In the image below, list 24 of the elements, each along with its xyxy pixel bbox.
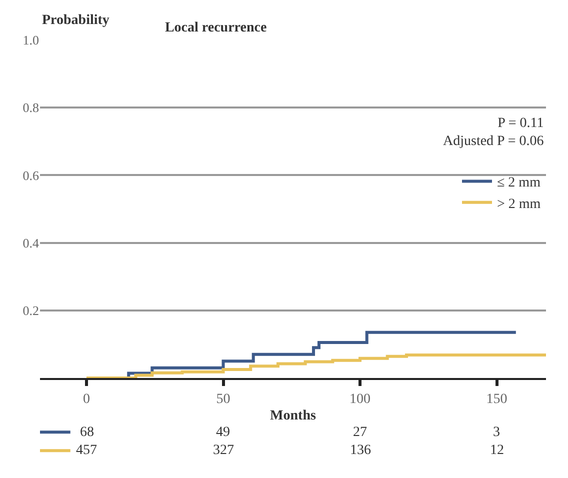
- chart-title: Local recurrence: [164, 20, 267, 36]
- x-tick-label: 100: [350, 392, 371, 407]
- text: 136: [350, 443, 371, 458]
- legend-label: ≤ 2 mm: [497, 176, 541, 191]
- text: 457: [76, 443, 97, 458]
- text: 27: [353, 425, 367, 440]
- text: 327: [213, 443, 234, 458]
- text: 49: [216, 425, 230, 440]
- legend-label: > 2 mm: [497, 196, 541, 212]
- y-tick-label: 0.4: [22, 235, 40, 250]
- x-tick-label: 50: [216, 392, 230, 407]
- text: 12: [490, 443, 504, 458]
- y-tick-label: 0.8: [22, 100, 39, 116]
- y-tick-label: 0.2: [22, 302, 39, 318]
- annotation: Adjusted P = 0.06: [443, 134, 544, 150]
- x-tick-label: 0: [83, 392, 90, 407]
- y-axis-title: Probability: [42, 13, 110, 28]
- annotation: P = 0.11: [498, 116, 544, 131]
- y-tick-label: 0.6: [22, 168, 40, 183]
- x-axis-title: Months: [270, 408, 316, 424]
- y-tick-label: 1.0: [22, 32, 39, 48]
- x-tick-label: 150: [486, 392, 508, 407]
- text: 3: [493, 425, 500, 440]
- text: 68: [80, 425, 94, 440]
